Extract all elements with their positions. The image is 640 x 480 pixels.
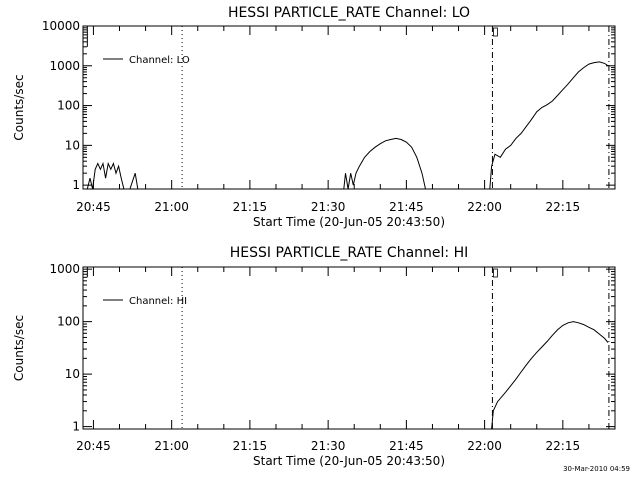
plot-frame <box>82 266 616 430</box>
chart-title: HESSI PARTICLE_RATE Channel: HI <box>230 245 468 261</box>
x-tick-label: 22:15 <box>546 439 581 453</box>
y-tick-label: 10 <box>65 367 80 381</box>
x-tick-label: 21:00 <box>154 439 189 453</box>
plot-frame <box>82 25 616 190</box>
y-tick-label: 10000 <box>42 19 80 33</box>
y-tick-label: 1 <box>72 178 80 192</box>
chart-title: HESSI PARTICLE_RATE Channel: LO <box>228 5 470 21</box>
x-tick-label: 21:15 <box>233 200 268 214</box>
x-axis-label: Start Time (20-Jun-05 20:43:50) <box>253 215 445 229</box>
x-tick-label: 21:30 <box>311 200 346 214</box>
legend-label: Channel: HI <box>129 296 187 307</box>
x-tick-label: 21:15 <box>233 439 268 453</box>
y-axis-label: Counts/sec <box>12 74 26 140</box>
event-marker <box>493 27 498 37</box>
chart-panel-hi: HESSI PARTICLE_RATE Channel: HI Counts/se… <box>12 245 616 468</box>
x-axis-label: Start Time (20-Jun-05 20:43:50) <box>253 454 445 468</box>
y-tick-label: 1 <box>72 420 80 434</box>
y-tick-label: 100 <box>57 315 80 329</box>
series-line <box>491 321 609 430</box>
footer-timestamp: 30-Mar-2010 04:59 <box>563 465 630 473</box>
chart-panel-lo: HESSI PARTICLE_RATE Channel: LO Counts/se… <box>12 5 616 229</box>
x-tick-label: 21:45 <box>389 200 424 214</box>
x-tick-label: 21:00 <box>154 200 189 214</box>
x-tick-label: 22:00 <box>467 200 502 214</box>
event-marker <box>493 268 498 278</box>
x-tick-label: 20:45 <box>76 439 111 453</box>
series-line <box>86 61 609 190</box>
x-tick-label: 21:45 <box>389 439 424 453</box>
y-tick-label: 10 <box>65 138 80 152</box>
y-axis-label: Counts/sec <box>12 315 26 381</box>
x-tick-label: 20:45 <box>76 200 111 214</box>
y-tick-label: 100 <box>57 99 80 113</box>
y-tick-label: 1000 <box>49 262 80 276</box>
y-tick-label: 1000 <box>49 59 80 73</box>
legend-label: Channel: LO <box>129 55 190 66</box>
x-tick-label: 22:15 <box>546 200 581 214</box>
x-tick-label: 21:30 <box>311 439 346 453</box>
x-tick-label: 22:00 <box>467 439 502 453</box>
